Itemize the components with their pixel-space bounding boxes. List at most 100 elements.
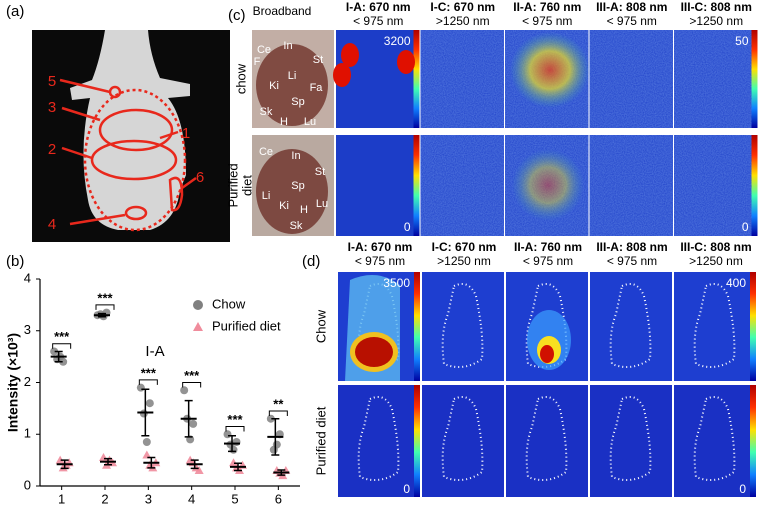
- row-label: Purified diet: [313, 406, 328, 475]
- organ-label: St: [313, 54, 323, 66]
- nir-image: [590, 272, 672, 381]
- scale-max: 3200: [384, 34, 411, 48]
- column-header: >1250 nm: [689, 254, 743, 268]
- significance-bracket: [138, 379, 158, 385]
- column-header: < 975 nm: [607, 254, 657, 268]
- nir-image: [674, 272, 756, 381]
- colorbar: [750, 385, 756, 497]
- row-label: Chow: [313, 309, 328, 343]
- nir-image: [336, 135, 420, 236]
- data-point: [99, 453, 108, 462]
- organ-label: Li: [262, 190, 271, 202]
- significance-bracket: [52, 343, 72, 349]
- error-bar: [54, 350, 63, 363]
- nir-noise: [589, 30, 673, 128]
- nir-image: [674, 385, 756, 497]
- photo-organs: [256, 149, 328, 234]
- error-bar: [147, 456, 156, 469]
- significance-label: ***: [97, 290, 113, 305]
- x-tick-label: 1: [58, 491, 65, 506]
- nir-noise: [420, 135, 504, 236]
- x-tick-label: 6: [275, 491, 282, 506]
- column-header: I-A: 670 nm: [348, 240, 413, 254]
- organ-label: Ce: [259, 146, 273, 158]
- column-header: < 975 nm: [353, 14, 403, 28]
- column-header: I-C: 670 nm: [432, 240, 497, 254]
- scale-min: 0: [404, 220, 411, 234]
- mouse: [70, 30, 190, 230]
- significance-label: ***: [54, 329, 70, 344]
- error-bar: [98, 312, 106, 318]
- scale-max: 3500: [383, 276, 410, 290]
- region-number: 1: [182, 125, 190, 142]
- scale-min: 0: [739, 482, 746, 496]
- signal: [510, 32, 590, 108]
- nir-noise: [674, 30, 758, 128]
- scale-max: 400: [726, 276, 746, 290]
- data-point: [180, 386, 189, 395]
- error-bar: [60, 459, 69, 470]
- colorbar: [751, 30, 758, 128]
- significance-bracket: [182, 382, 202, 388]
- organ-label: Lu: [304, 116, 316, 128]
- data-point: [139, 409, 148, 418]
- signal: [341, 43, 359, 67]
- colorbar: [751, 135, 758, 236]
- y-tick-label: 2: [24, 374, 31, 389]
- error-bar: [190, 459, 199, 470]
- region-number: 4: [48, 216, 56, 233]
- panel-label: (d): [302, 253, 320, 270]
- x-tick-label: 3: [145, 491, 152, 506]
- nir-noise: [420, 30, 504, 128]
- error-bar: [277, 469, 286, 476]
- significance-bracket: [268, 410, 288, 416]
- nir-noise: [589, 135, 673, 236]
- colorbar: [414, 385, 420, 497]
- region-number: 3: [48, 99, 56, 116]
- panel-label: (b): [6, 253, 24, 270]
- legend-label: Purified diet: [212, 318, 281, 333]
- error-bar: [234, 462, 242, 472]
- legend-marker: [193, 300, 203, 310]
- data-point: [194, 465, 204, 474]
- signal: [333, 63, 351, 87]
- nir-image: [422, 272, 504, 381]
- column-header: < 975 nm: [522, 14, 572, 28]
- y-tick-label: 1: [24, 426, 31, 441]
- significance-label: ***: [184, 368, 200, 383]
- scale-min: 0: [403, 482, 410, 496]
- organ-label: Ce: [257, 44, 271, 56]
- column-header: I-C: 670 nm: [430, 0, 495, 14]
- nir-noise: [674, 135, 758, 236]
- column-header: >1250 nm: [437, 254, 491, 268]
- data-point: [142, 438, 151, 447]
- column-header: III-C: 808 nm: [681, 0, 752, 14]
- row-label: diet: [239, 175, 254, 196]
- significance-label: ***: [141, 365, 157, 380]
- column-header: I-A: 670 nm: [346, 0, 411, 14]
- data-point: [59, 357, 68, 366]
- data-point: [266, 414, 275, 423]
- significance-bracket: [95, 304, 115, 310]
- row-label: chow: [233, 63, 248, 94]
- data-point: [145, 399, 154, 408]
- roi-outlines: [59, 78, 197, 232]
- x-tick-label: 4: [188, 491, 195, 506]
- column-header: < 975 nm: [607, 14, 657, 28]
- organ-label: H: [280, 116, 288, 128]
- significance-label: ***: [227, 412, 243, 427]
- error-bar: [141, 388, 150, 437]
- significance-bracket: [225, 425, 245, 432]
- region-number: 2: [48, 141, 56, 158]
- nir-image: [338, 385, 420, 497]
- data-point: [272, 440, 281, 449]
- colorbar: [413, 135, 420, 236]
- error-bar: [271, 417, 280, 456]
- nir-image: [422, 385, 504, 497]
- data-point: [223, 430, 232, 439]
- x-tick-label: 2: [101, 491, 108, 506]
- data-point: [232, 438, 241, 447]
- column-header: III-A: 808 nm: [596, 240, 667, 254]
- error-bar: [104, 457, 112, 466]
- data-point: [189, 419, 198, 428]
